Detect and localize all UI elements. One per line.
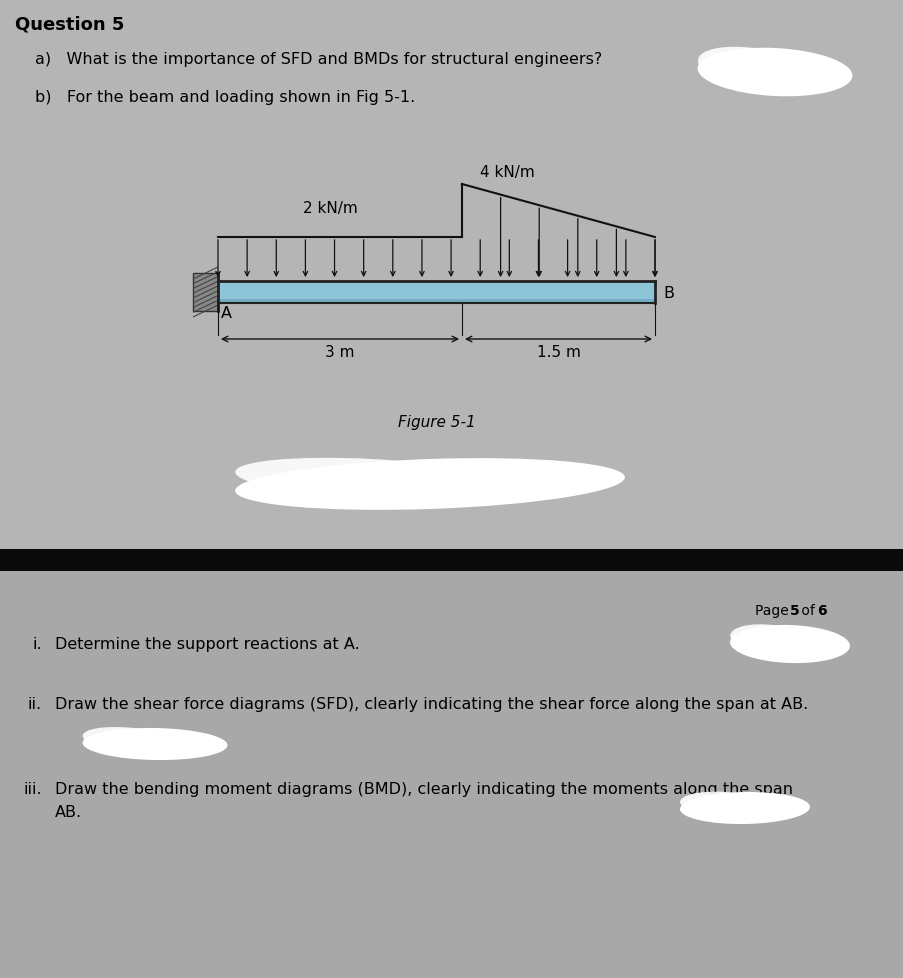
Text: 4 kN/m: 4 kN/m — [479, 165, 535, 180]
Ellipse shape — [235, 459, 507, 501]
Bar — [0, 550, 903, 571]
Ellipse shape — [765, 633, 837, 659]
Text: 1.5 m: 1.5 m — [536, 344, 580, 360]
Ellipse shape — [352, 467, 585, 508]
Text: of: of — [796, 603, 818, 617]
Ellipse shape — [730, 625, 813, 656]
Text: Draw the bending moment diagrams (BMD), clearly indicating the moments along the: Draw the bending moment diagrams (BMD), … — [55, 781, 792, 796]
Ellipse shape — [697, 48, 805, 89]
Text: 5: 5 — [789, 603, 799, 617]
Text: Question 5: Question 5 — [15, 15, 125, 33]
Text: i.: i. — [33, 637, 42, 651]
Text: iii.: iii. — [23, 781, 42, 796]
Ellipse shape — [126, 734, 213, 757]
Ellipse shape — [679, 792, 770, 819]
Text: Determine the support reactions at A.: Determine the support reactions at A. — [55, 637, 359, 651]
Ellipse shape — [235, 459, 624, 511]
Text: b)   For the beam and loading shown in Fig 5-1.: b) For the beam and loading shown in Fig… — [35, 90, 414, 105]
Text: Draw the shear force diagrams (SFD), clearly indicating the shear force along th: Draw the shear force diagrams (SFD), cle… — [55, 696, 807, 711]
Ellipse shape — [730, 625, 849, 663]
Bar — [192, 274, 218, 312]
Text: Figure 5-1: Figure 5-1 — [397, 415, 475, 429]
Text: Page: Page — [754, 603, 792, 617]
Bar — [0, 571, 903, 978]
Text: 2 kN/m: 2 kN/m — [303, 200, 357, 216]
Ellipse shape — [82, 729, 228, 760]
Text: AB.: AB. — [55, 804, 82, 820]
Text: A: A — [220, 306, 232, 321]
Text: 3 m: 3 m — [325, 344, 354, 360]
Text: 6: 6 — [816, 603, 825, 617]
Text: a)   What is the importance of SFD and BMDs for structural engineers?: a) What is the importance of SFD and BMD… — [35, 52, 601, 67]
Ellipse shape — [697, 49, 852, 97]
Bar — [0, 0, 903, 550]
Bar — [218, 299, 655, 304]
Ellipse shape — [718, 798, 796, 822]
Bar — [218, 282, 655, 304]
Ellipse shape — [83, 728, 183, 755]
Text: ii.: ii. — [28, 696, 42, 711]
Ellipse shape — [743, 59, 836, 92]
Text: B: B — [662, 286, 674, 300]
Ellipse shape — [679, 792, 809, 824]
